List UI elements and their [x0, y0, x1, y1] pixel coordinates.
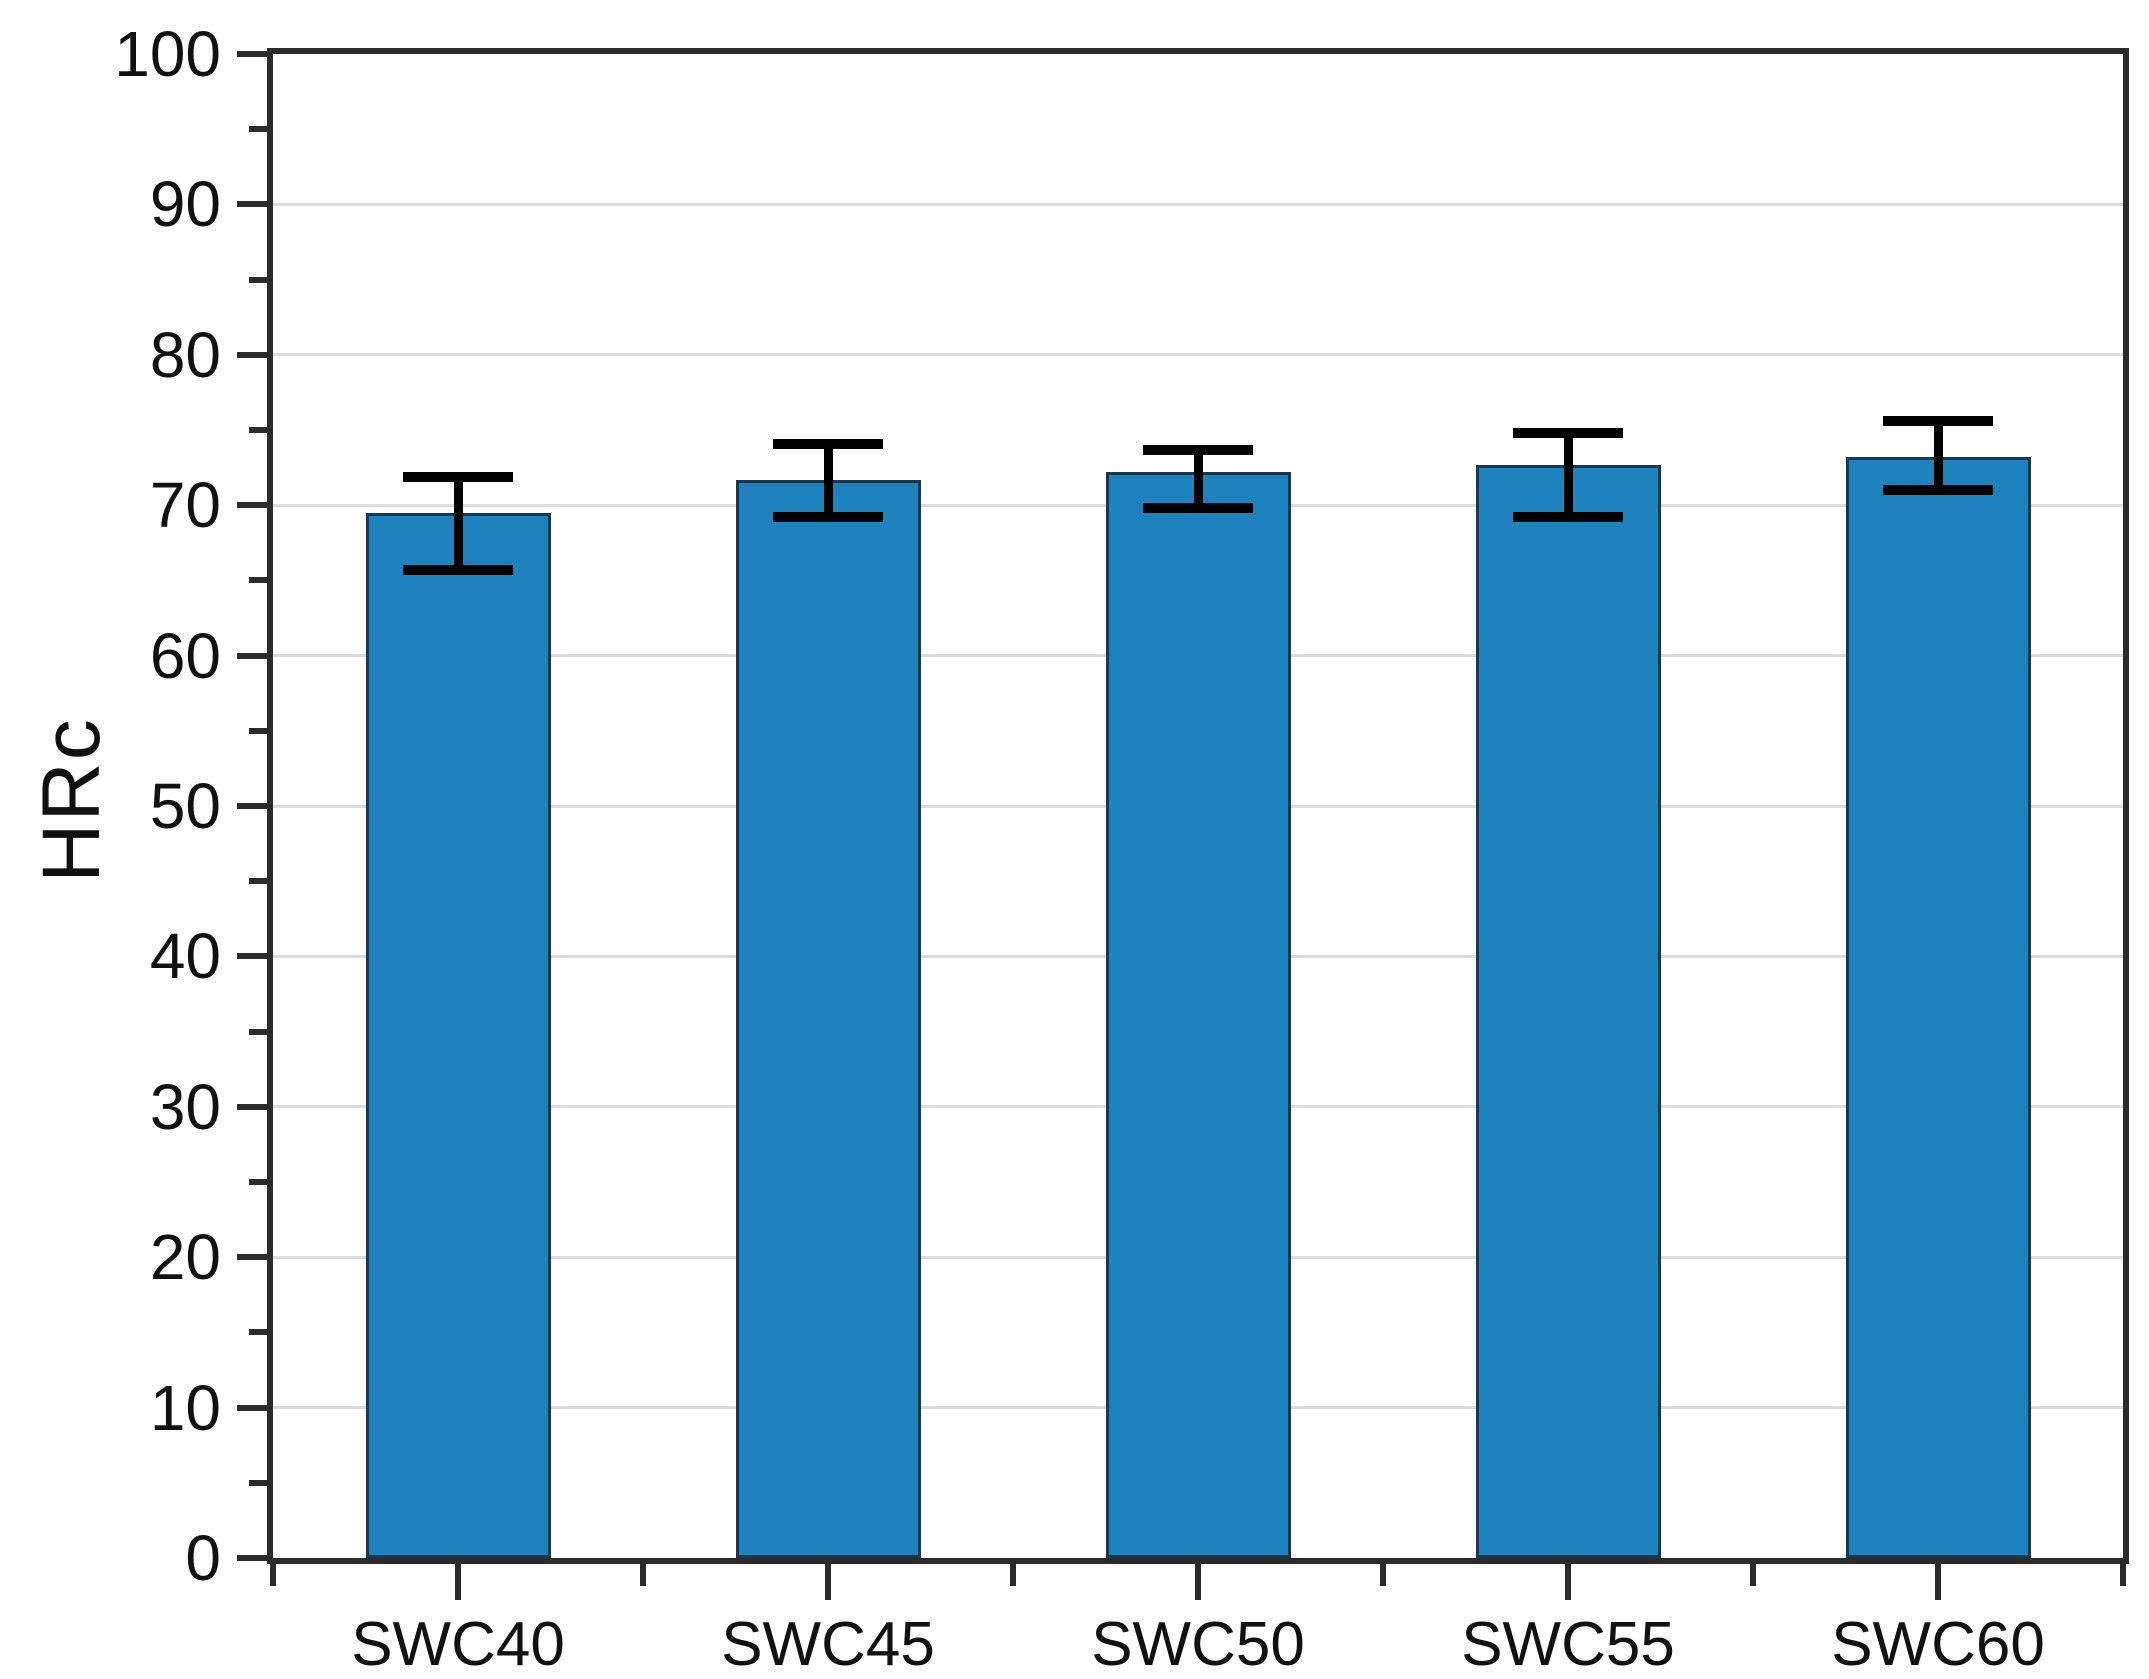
y-axis-minor-tick [249, 126, 267, 133]
y-axis-tick-label: 10 [149, 1371, 221, 1444]
y-axis-tick-label: 30 [149, 1070, 221, 1143]
y-axis-major-tick [237, 1254, 267, 1261]
y-axis-major-tick [237, 201, 267, 208]
x-axis-major-tick [825, 1564, 831, 1600]
error-bar-cap-top [403, 471, 513, 482]
y-axis-major-tick [237, 51, 267, 57]
error-bar-cap-bottom [1513, 512, 1623, 523]
y-axis-minor-tick [249, 878, 267, 885]
bar-swc55 [1475, 464, 1661, 1558]
y-axis-tick-label: 20 [149, 1221, 221, 1294]
y-axis-tick-label: 0 [185, 1522, 221, 1594]
x-axis-minor-tick [1380, 1564, 1386, 1586]
error-bar-cap-top [1883, 415, 1993, 426]
y-axis-major-tick [237, 1103, 267, 1110]
error-bar-line [1193, 449, 1203, 509]
error-bar-cap-bottom [403, 564, 513, 575]
x-axis-major-tick [1565, 1564, 1571, 1600]
x-axis-major-tick [1935, 1564, 1941, 1600]
y-axis-minor-tick [249, 276, 267, 283]
x-axis-category-label: SWC40 [351, 1610, 565, 1679]
x-axis-category-label: SWC45 [721, 1610, 935, 1679]
y-axis-tick-label: 50 [149, 770, 221, 842]
y-axis-major-tick [237, 953, 267, 960]
y-axis-minor-tick [249, 577, 267, 584]
y-gridline [273, 202, 2123, 206]
y-axis-tick-label: 40 [149, 920, 221, 993]
error-bar-line [1933, 420, 1943, 491]
bar-swc50 [1105, 472, 1291, 1558]
y-axis-tick-label: 100 [114, 18, 221, 90]
y-axis-minor-tick [249, 1329, 267, 1336]
y-axis-tick-label: 90 [149, 168, 221, 241]
x-axis-minor-tick [270, 1564, 276, 1586]
y-axis-major-tick [237, 1404, 267, 1411]
y-axis-minor-tick [249, 427, 267, 433]
bar-swc60 [1845, 457, 2031, 1558]
y-axis-tick-label: 70 [149, 469, 221, 542]
x-axis-minor-tick [1010, 1564, 1016, 1586]
y-axis-minor-tick [249, 1028, 267, 1035]
error-bar-cap-top [773, 438, 883, 449]
x-axis-category-label: SWC60 [1831, 1610, 2045, 1679]
x-axis-minor-tick [2120, 1564, 2126, 1586]
x-axis-minor-tick [1750, 1564, 1756, 1586]
x-axis-category-label: SWC55 [1461, 1610, 1675, 1679]
y-axis-minor-tick [249, 1179, 267, 1185]
y-axis-minor-tick [249, 727, 267, 734]
x-axis-minor-tick [640, 1564, 646, 1586]
y-axis-title: HRc [26, 717, 117, 883]
y-axis-major-tick [237, 652, 267, 659]
error-bar-line [823, 443, 833, 518]
x-axis-category-label: SWC50 [1091, 1610, 1305, 1679]
error-bar-line [1563, 433, 1573, 518]
y-axis-major-tick [237, 351, 267, 358]
y-axis-tick-label: 80 [149, 318, 221, 391]
x-axis-major-tick [455, 1564, 461, 1600]
error-bar-cap-bottom [1143, 503, 1253, 514]
plot-area: 0 10 20 30 40 50 60 70 80 90 100 SWC40 SWC45 SWC50 SWC… [114, 22, 2129, 1676]
y-axis-major-tick [237, 502, 267, 509]
y-axis-major-tick [237, 1555, 267, 1561]
error-bar-cap-top [1143, 444, 1253, 455]
y-gridline [273, 353, 2123, 357]
x-axis-major-tick [1195, 1564, 1201, 1600]
error-bar-cap-bottom [1883, 485, 1993, 496]
bar-swc40 [365, 512, 551, 1558]
y-axis-tick-label: 60 [149, 619, 221, 692]
error-bar-cap-bottom [773, 512, 883, 523]
y-axis-minor-tick [249, 1479, 267, 1486]
y-axis-major-tick [237, 803, 267, 809]
bar-swc45 [735, 479, 921, 1558]
error-bar-line [453, 476, 463, 570]
error-bar-cap-top [1513, 428, 1623, 438]
